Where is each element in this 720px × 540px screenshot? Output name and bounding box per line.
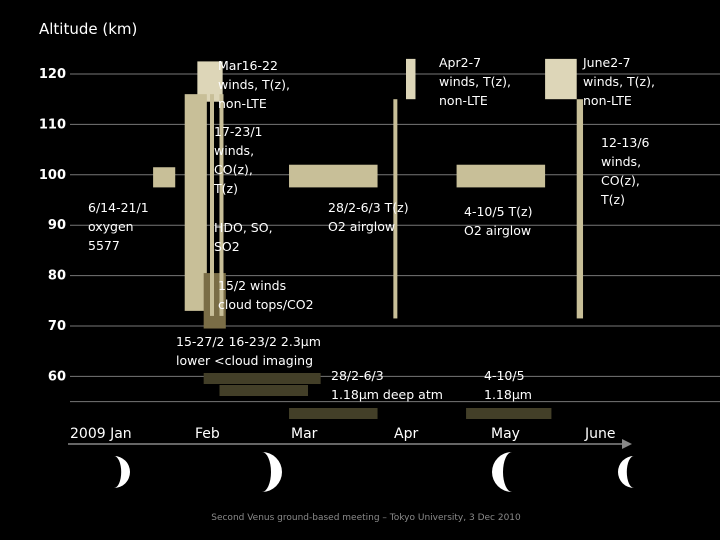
deep-atm-mar-annotation: 28/2-6/3 1.18μm deep atm: [331, 368, 443, 402]
y-tick-label: 120: [39, 67, 66, 82]
crescent-waxing-icon: [114, 456, 130, 488]
june2-7-bar: [545, 58, 577, 100]
annotation-line: winds, T(z),: [439, 74, 511, 89]
apr2-7-bar: [406, 58, 416, 100]
june2-7-annotation: June2-7 winds, T(z), non-LTE: [582, 55, 655, 108]
oxygen-5577-bar: [153, 167, 176, 188]
crescent-waning-icon: [618, 456, 634, 488]
annotation-line: non-LTE: [583, 93, 632, 108]
annotation-line: winds, T(z),: [218, 77, 290, 92]
axis-arrow-icon: [622, 439, 632, 449]
annotation-line: 17-23/1: [214, 124, 263, 139]
o2-mar-annotation: 28/2-6/3 T(z) O2 airglow: [328, 200, 409, 234]
month-axis: 2009 Jan Feb Mar Apr May June: [68, 426, 632, 449]
y-ticks: 120 110 100 90 80 70 60: [39, 67, 66, 384]
month-label: 2009 Jan: [70, 426, 132, 442]
o2-airglow-may-bar: [456, 164, 546, 188]
month-label: Apr: [394, 426, 418, 442]
annotation-line: 15/2 winds: [218, 278, 286, 293]
annotation-line: T(z): [600, 192, 625, 207]
annotation-line: non-LTE: [218, 96, 267, 111]
annotation-line: SO2: [214, 239, 240, 254]
annotation-line: Mar16-22: [218, 58, 278, 73]
annotation-line: 15-27/2 16-23/2 2.3μm: [176, 334, 321, 349]
annotation-line: 4-10/5: [484, 368, 525, 383]
crescent-waxing-icon: [262, 452, 282, 492]
y-tick-label: 80: [48, 269, 66, 284]
y-tick-label: 110: [39, 117, 66, 132]
co-tall-bar: [184, 94, 207, 311]
annotation-line: winds,: [214, 143, 254, 158]
y-tick-label: 60: [48, 369, 66, 384]
cloud-tops-annotation: 15/2 winds cloud tops/CO2: [218, 278, 314, 312]
month-label: May: [491, 426, 520, 442]
month-label: Feb: [195, 426, 220, 442]
deep-atm-may-annotation: 4-10/5 1.18μm: [484, 368, 532, 402]
observation-bars: [153, 58, 584, 329]
mar16-22-annotation: Mar16-22 winds, T(z), non-LTE: [218, 58, 290, 111]
deep-atm-may-strip: [466, 408, 552, 419]
y-tick-label: 90: [48, 218, 66, 233]
annotation-line: CO(z),: [214, 162, 253, 177]
annotation-line: T(z): [213, 181, 238, 196]
annotation-line: O2 airglow: [328, 219, 395, 234]
co-jan-annotation: 17-23/1 winds, CO(z), T(z): [213, 124, 263, 196]
annotation-line: Apr2-7: [439, 55, 481, 70]
annotation-line: 4-10/5 T(z): [464, 204, 532, 219]
imaging-strip-2: [219, 385, 308, 396]
june-thin-bar: [576, 99, 584, 319]
o2-may-annotation: 4-10/5 T(z) O2 airglow: [464, 204, 532, 238]
annotation-line: CO(z),: [601, 173, 640, 188]
annotations: 6/14-21/1 oxygen 5577 Mar16-22 winds, T(z), n…: [88, 55, 655, 402]
annotation-line: 28/2-6/3: [331, 368, 384, 383]
y-axis-title: Altitude (km): [39, 20, 137, 38]
y-tick-label: 70: [48, 319, 66, 334]
annotation-line: non-LTE: [439, 93, 488, 108]
thin-bar-2: [219, 94, 224, 316]
apr-thin-bar: [393, 99, 398, 319]
annotation-line: June2-7: [582, 55, 631, 70]
moon-phases: [114, 452, 634, 492]
imaging-annotation: 15-27/2 16-23/2 2.3μm lower <cloud imagin…: [176, 334, 321, 368]
oxygen-annotation: 6/14-21/1 oxygen 5577: [88, 200, 149, 253]
imaging-strips: [203, 373, 552, 419]
annotation-line: HDO, SO,: [214, 220, 273, 235]
imaging-strip-1: [203, 373, 321, 384]
crescent-waning-icon: [492, 452, 512, 492]
annotation-line: 12-13/6: [601, 135, 650, 150]
footer: Second Venus ground-based meeting – Toky…: [211, 513, 521, 523]
annotation-line: winds, T(z),: [583, 74, 655, 89]
month-label: Mar: [291, 426, 318, 442]
annotation-line: O2 airglow: [464, 223, 531, 238]
annotation-line: 6/14-21/1: [88, 200, 149, 215]
annotation-line: 28/2-6/3 T(z): [328, 200, 409, 215]
thin-bar-1: [210, 94, 214, 316]
deep-atm-mar-strip: [289, 408, 378, 419]
apr2-7-annotation: Apr2-7 winds, T(z), non-LTE: [439, 55, 511, 108]
annotation-line: lower <cloud imaging: [176, 353, 313, 368]
annotation-line: cloud tops/CO2: [218, 297, 314, 312]
annotation-line: oxygen: [88, 219, 134, 234]
annotation-line: winds,: [601, 154, 641, 169]
month-label: June: [584, 426, 616, 442]
annotation-line: 1.18μm: [484, 387, 532, 402]
y-tick-label: 100: [39, 168, 66, 183]
co-june-annotation: 12-13/6 winds, CO(z), T(z): [600, 135, 650, 207]
annotation-line: 1.18μm deep atm: [331, 387, 443, 402]
annotation-line: 5577: [88, 238, 120, 253]
hdo-annotation: HDO, SO, SO2: [214, 220, 273, 254]
o2-airglow-mar-bar: [289, 164, 378, 188]
